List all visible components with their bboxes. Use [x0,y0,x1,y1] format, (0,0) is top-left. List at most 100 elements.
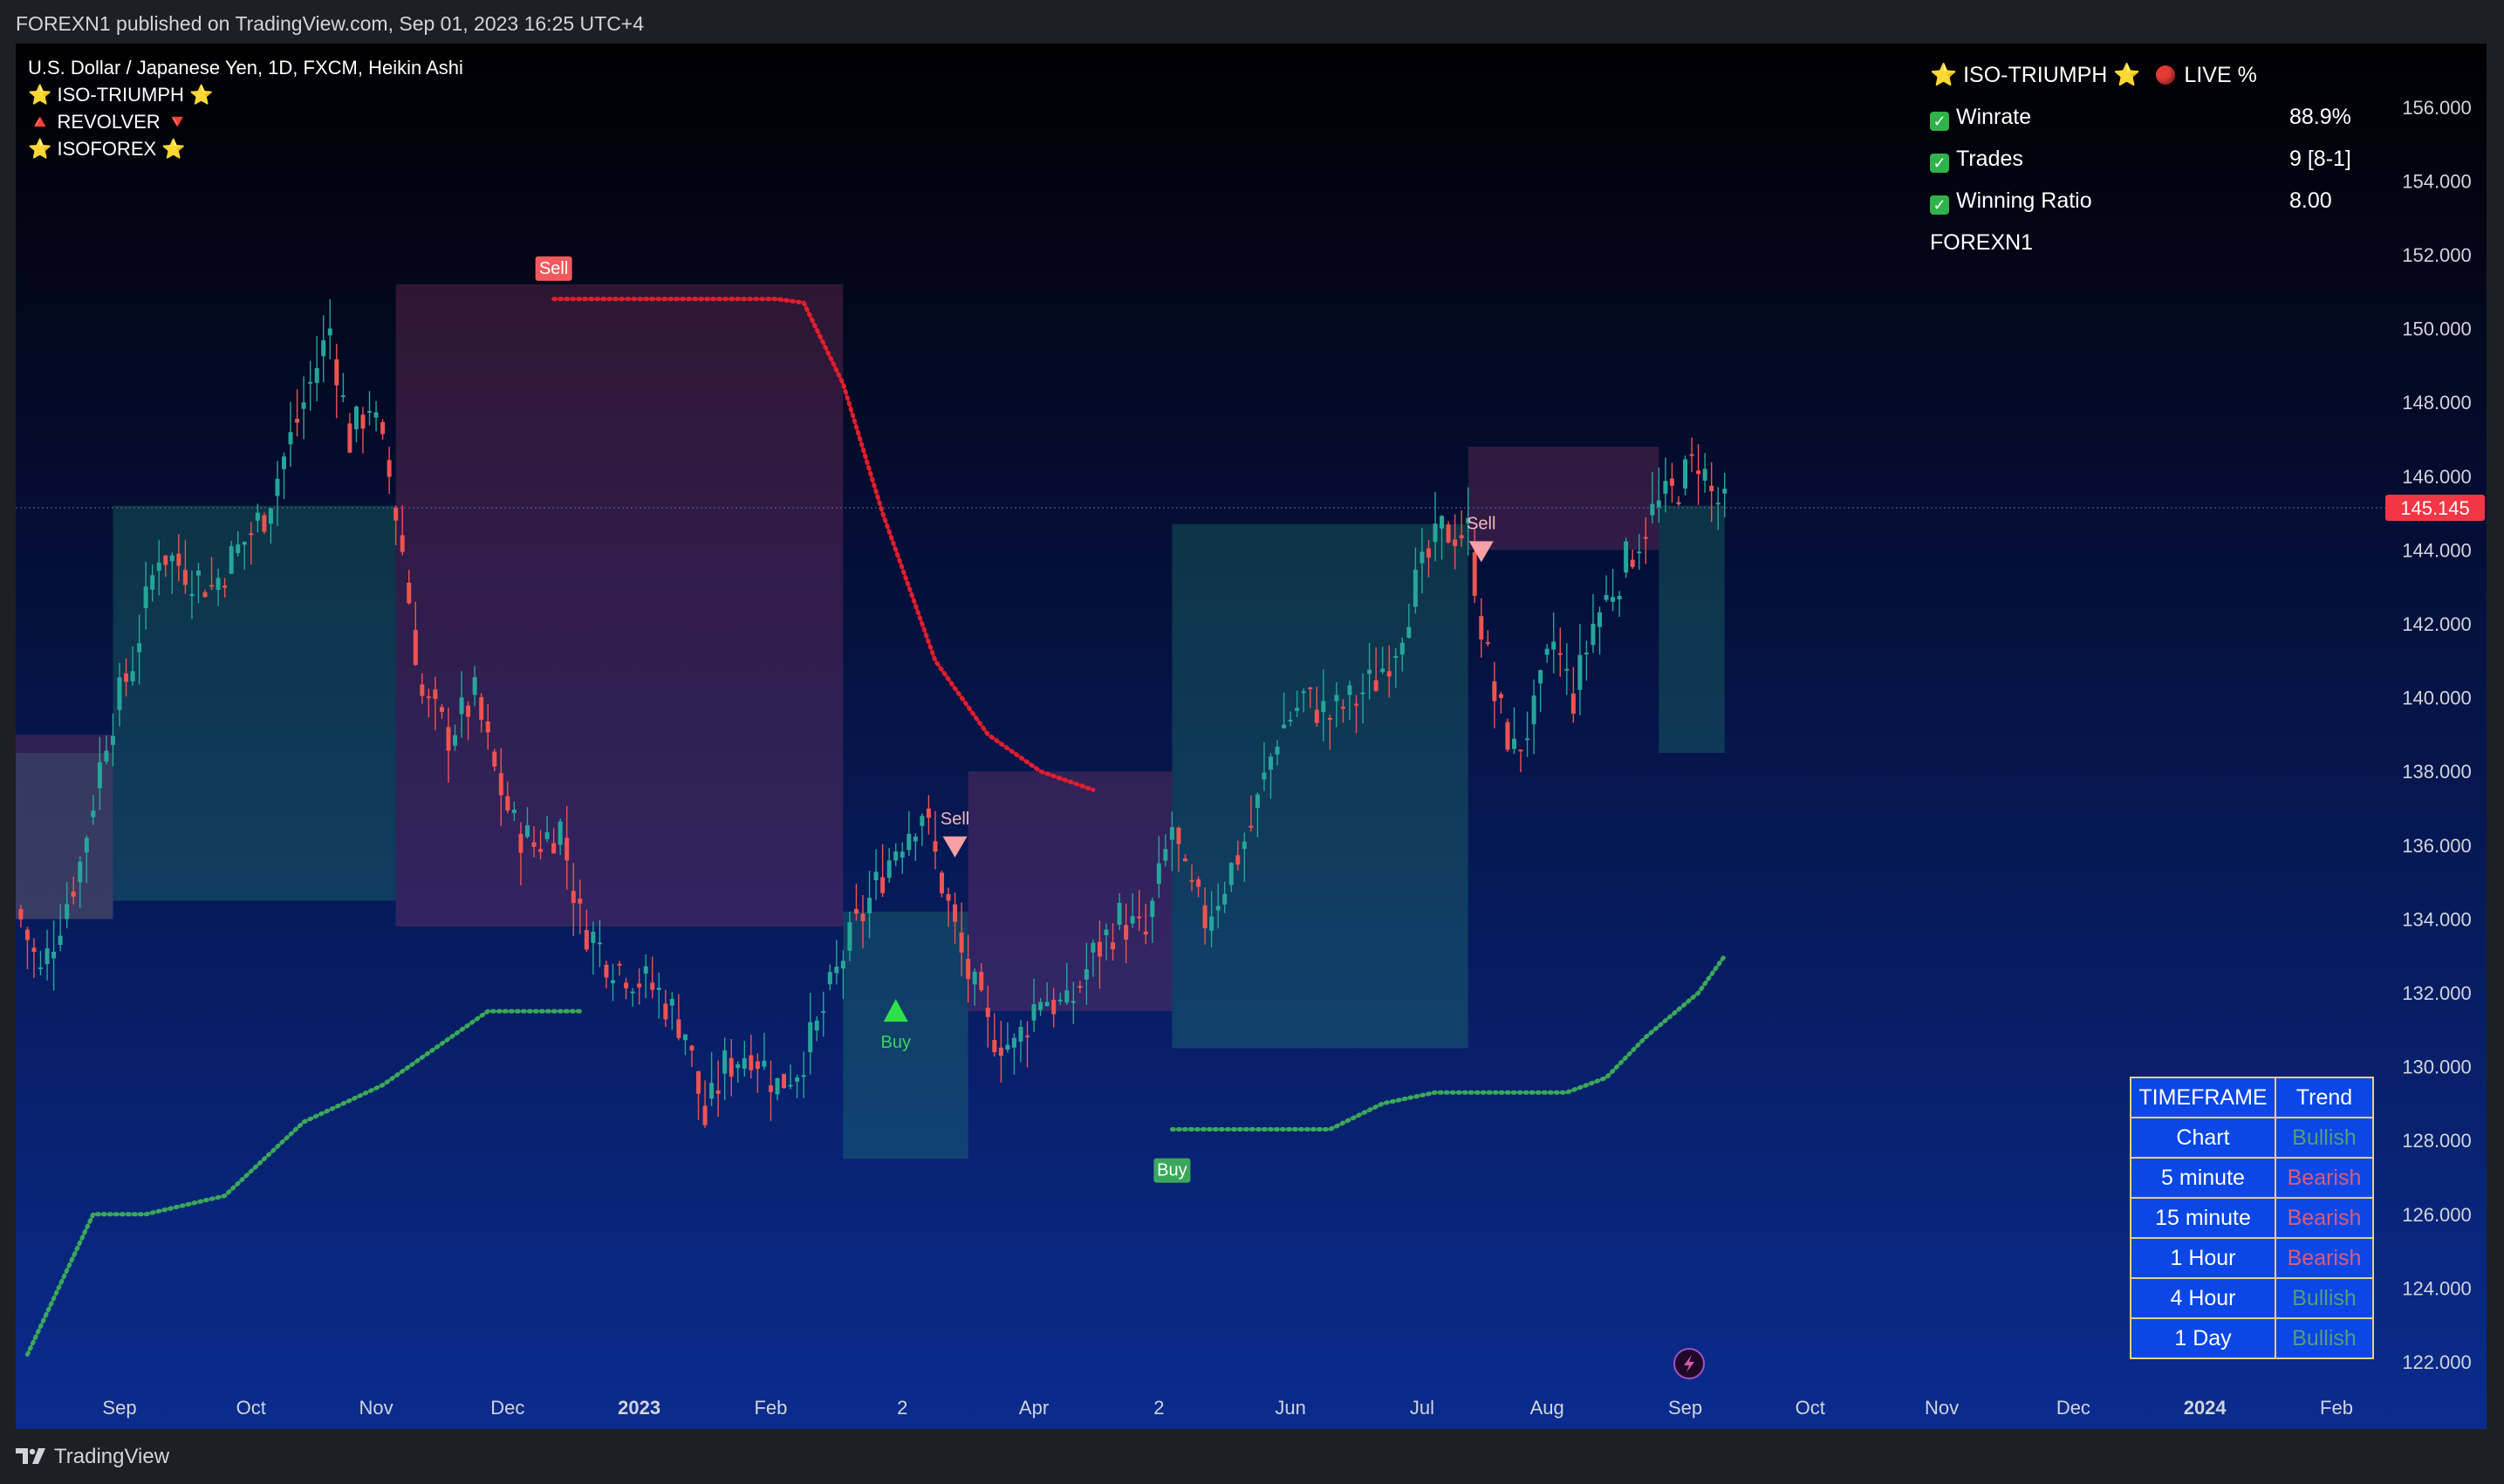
bear-candle [1709,485,1714,492]
bear-candle [1143,931,1148,935]
indicator-iso-triumph[interactable]: ⭐ ISO-TRIUMPH ⭐ [28,84,214,106]
indicator-isoforex[interactable]: ⭐ ISOFOREX ⭐ [28,138,186,160]
chart-background [16,44,2487,1429]
bear-candle [433,689,438,700]
bull-candle [321,340,326,357]
bull-candle [511,809,517,813]
bull-candle [1663,481,1668,494]
bull-candle [1584,653,1589,655]
bear-candle [966,959,971,980]
bear-candle [551,843,557,854]
isoforex-buy-line [1169,954,1727,1132]
bull-candle [788,1084,793,1087]
bear-candle [413,630,418,666]
revolver-bands [16,284,1725,1159]
bull-candle [156,562,161,571]
bull-candle [91,810,96,817]
trend-row: 5 minute Bearish [2130,1157,2374,1199]
bear-candle [1453,539,1458,546]
bear-candle [1202,905,1208,929]
bear-candle [262,515,267,532]
bull-candle [722,1050,728,1074]
bear-candle [380,421,386,434]
bear-candle [1196,879,1201,887]
bear-candle [571,891,576,904]
bull-candle [1702,468,1707,481]
time-axis[interactable]: Sep Oct Nov Dec 2023 Feb 2 Apr 2 Jun Jul Aug Sep Oct N… [102,1397,2353,1419]
bear-candle [1189,879,1194,882]
price-chart[interactable]: Sell Buy Sell Buy Sell 156.000 154.000 152.000… [16,44,2487,1429]
bear-candle [1097,941,1102,957]
bear-candle [426,696,431,699]
bear-candle [992,1040,997,1053]
bull-candle [1577,654,1583,690]
bull-candle [216,578,221,591]
timeframe-cell: 5 minute [2130,1157,2276,1199]
bear-candle [1314,709,1319,723]
bear-candle [492,751,497,767]
bull-candle [1564,668,1570,671]
bear-candle [1137,916,1142,919]
bull-candle [827,972,832,985]
bear-candle [295,418,300,423]
price-axis[interactable]: 156.000 154.000 152.000 150.000 148.000 146.0… [2385,97,2485,1373]
bear-candle [696,1070,701,1094]
indicator-revolver[interactable]: 🔺 REVOLVER 🔻 [28,111,190,133]
bull-candle [893,851,899,861]
bull-candle [38,967,44,969]
last-price-badge [2385,494,2485,521]
bull-candle [1380,668,1385,673]
bull-candle [1071,1001,1076,1003]
bull-candle [1215,906,1221,911]
stats-label: Trades [1956,147,2023,171]
timeframe-cell: 1 Day [2130,1317,2276,1359]
sell-signal-label: Sell [941,810,969,829]
bull-candle [1321,701,1326,713]
isoforex-sell-line [551,297,1096,792]
bull-candle [1163,849,1168,861]
bear-candle [860,913,865,921]
trend-cell: Bearish [2275,1197,2374,1239]
bear-candle [1492,680,1497,701]
bull-candle [1169,827,1174,840]
bear-candle [466,705,471,717]
bear-candle [617,963,622,966]
stats-footer-row: FOREXN1 [1930,230,2366,265]
time-tick-label: Jul [1410,1397,1434,1419]
stats-label: Winrate [1956,105,2032,129]
bear-candle [749,1055,754,1070]
live-label: LIVE % [2184,63,2257,87]
bull-candle [1269,756,1273,770]
bull-candle [1722,489,1727,494]
bull-candle [611,980,615,984]
tradingview-logo[interactable]: TradingView [16,1445,169,1469]
bull-candle [1624,541,1629,573]
bull-band [1659,505,1725,754]
bull-candle [1360,692,1365,694]
bear-candle [1182,858,1187,862]
bear-candle [531,842,537,847]
trend-cell: Bullish [2275,1117,2374,1159]
bull-candle [972,971,977,985]
bull-candle [591,931,596,943]
buy-signal-box [1153,1158,1191,1183]
bear-candle [420,684,425,696]
bull-candle [97,762,102,789]
bear-band [968,771,1173,1012]
check-icon: ✓ [1930,112,1949,131]
bull-candle [275,478,280,496]
lightning-icon[interactable] [1673,1348,1705,1379]
bull-candle [524,824,530,838]
bull-candle [242,541,247,545]
bear-candle [1557,653,1563,655]
bull-candle [288,432,293,445]
publisher-line: FOREXN1 published on TradingView.com, Se… [16,12,645,35]
bear-candle [360,414,366,429]
price-tick-label: 150.000 [2402,318,2472,340]
bear-candle [1078,986,1083,988]
stats-title-row: ⭐ ISO-TRIUMPH ⭐ LIVE % [1930,63,2366,98]
tradingview-logo-icon [16,1448,45,1464]
chart-legend: U.S. Dollar / Japanese Yen, 1D, FXCM, He… [28,54,463,162]
time-tick-label: Sep [102,1397,136,1419]
check-icon: ✓ [1930,154,1949,173]
